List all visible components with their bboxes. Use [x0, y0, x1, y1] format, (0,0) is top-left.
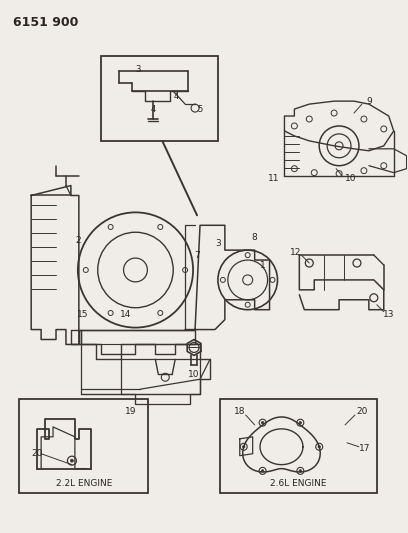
- Bar: [101, 56, 218, 141]
- Text: 10: 10: [345, 174, 357, 183]
- Circle shape: [318, 446, 320, 448]
- Text: 9: 9: [366, 96, 372, 106]
- Circle shape: [71, 459, 73, 462]
- Text: 17: 17: [359, 444, 370, 453]
- Text: 10: 10: [188, 370, 200, 379]
- Text: 4: 4: [173, 92, 179, 101]
- Bar: [19, 399, 149, 494]
- Text: 6151 900: 6151 900: [13, 15, 79, 29]
- Text: 2.2L ENGINE: 2.2L ENGINE: [55, 479, 112, 488]
- Text: 13: 13: [383, 310, 395, 319]
- Circle shape: [299, 470, 302, 472]
- Text: 20: 20: [31, 449, 43, 458]
- Circle shape: [262, 422, 264, 424]
- Bar: [220, 399, 377, 494]
- Text: 11: 11: [268, 174, 279, 183]
- Circle shape: [299, 422, 302, 424]
- Text: 18: 18: [234, 407, 246, 416]
- Text: 2: 2: [75, 236, 81, 245]
- Text: 14: 14: [120, 310, 131, 319]
- Text: 12: 12: [290, 248, 301, 256]
- Text: 8: 8: [252, 233, 257, 241]
- Text: 5: 5: [197, 104, 203, 114]
- Text: 7: 7: [194, 251, 200, 260]
- Text: 2.6L ENGINE: 2.6L ENGINE: [270, 479, 326, 488]
- Text: 20: 20: [356, 407, 368, 416]
- Circle shape: [262, 470, 264, 472]
- Text: 4: 4: [151, 104, 156, 114]
- Text: 19: 19: [125, 407, 136, 416]
- Text: 15: 15: [77, 310, 89, 319]
- Text: 3: 3: [136, 65, 141, 74]
- Circle shape: [242, 446, 245, 448]
- Text: 3: 3: [215, 239, 221, 248]
- Text: 1: 1: [260, 261, 266, 270]
